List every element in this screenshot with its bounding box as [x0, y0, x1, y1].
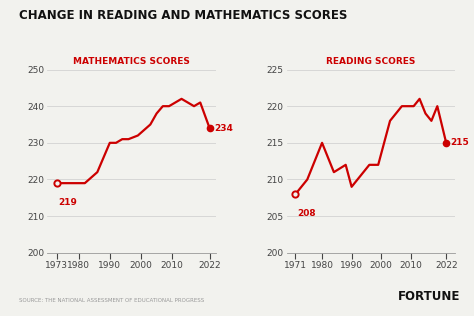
Text: 208: 208 [297, 210, 316, 218]
Text: FORTUNE: FORTUNE [397, 290, 460, 303]
Text: 234: 234 [214, 124, 233, 133]
Text: 215: 215 [450, 138, 469, 147]
Text: CHANGE IN READING AND MATHEMATICS SCORES: CHANGE IN READING AND MATHEMATICS SCORES [19, 9, 347, 22]
Text: 219: 219 [58, 198, 77, 207]
Text: SOURCE: THE NATIONAL ASSESSMENT OF EDUCATIONAL PROGRESS: SOURCE: THE NATIONAL ASSESSMENT OF EDUCA… [19, 298, 204, 303]
Title: READING SCORES: READING SCORES [326, 57, 416, 66]
Title: MATHEMATICS SCORES: MATHEMATICS SCORES [73, 57, 190, 66]
